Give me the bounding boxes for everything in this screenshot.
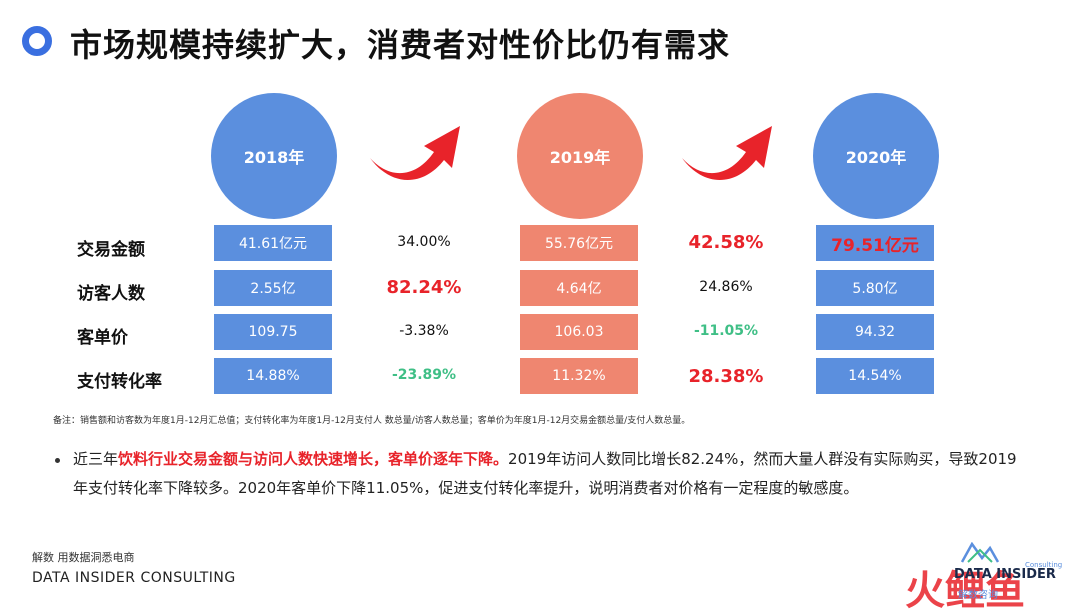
value-2020-conversion: 14.54% [816, 358, 934, 394]
growth-19-20-trade: 42.58% [688, 232, 764, 253]
row-label-visitors: 访客人数 [77, 284, 145, 304]
value-2018-trade: 41.61亿元 [214, 225, 332, 261]
summary-paragraph: 近三年饮料行业交易金额与访问人数快速增长，客单价逐年下降。2019年访问人数同比… [73, 445, 1023, 503]
logo-name: DATA INSIDER [954, 567, 1056, 582]
growth-18-19-visitors: 82.24% [386, 277, 462, 298]
value-2020-visitors: 5.80亿 [816, 270, 934, 306]
value-2018-visitors: 2.55亿 [214, 270, 332, 306]
page-title: 市场规模持续扩大，消费者对性价比仍有需求 [70, 26, 731, 64]
year-circle-2018: 2018年 [211, 93, 337, 219]
growth-18-19-conversion: -23.89% [391, 367, 457, 383]
summary-highlight: 饮料行业交易金额与访问人数快速增长，客单价逐年下降。 [118, 450, 509, 468]
growth-18-19-trade: 34.00% [397, 234, 451, 250]
growth-arrow-icon [682, 126, 772, 180]
growth-19-20-visitors: 24.86% [699, 279, 753, 295]
value-2020-trade: 79.51亿元 [816, 225, 934, 261]
footnote: 备注：销售额和访客数为年度1月-12月汇总值；支付转化率为年度1月-12月支付人… [53, 416, 691, 426]
summary-rest: 2019年访问人数同比增长82.24%，然而大量人群没有实际购买，导致2019年… [73, 450, 1017, 497]
year-circle-2020: 2020年 [813, 93, 939, 219]
summary-lead: 近三年 [73, 450, 119, 468]
value-2020-avg-order: 94.32 [816, 314, 934, 350]
value-2018-conversion: 14.88% [214, 358, 332, 394]
value-2019-trade: 55.76亿元 [520, 225, 638, 261]
growth-18-19-avg-order: -3.38% [399, 323, 449, 339]
logo-subtitle: Consulting [1025, 561, 1063, 569]
growth-19-20-avg-order: -11.05% [693, 323, 759, 339]
row-label-trade-amount: 交易金额 [77, 240, 145, 260]
logo-cn-name: 解数咨询 [958, 590, 998, 601]
growth-arrow-icon [370, 126, 460, 180]
growth-19-20-conversion: 28.38% [688, 366, 764, 387]
title-ring-icon [22, 26, 52, 56]
year-circle-2019: 2019年 [517, 93, 643, 219]
logo-mark-icon [960, 542, 1000, 563]
value-2019-avg-order: 106.03 [520, 314, 638, 350]
value-2019-visitors: 4.64亿 [520, 270, 638, 306]
bullet-icon [55, 458, 60, 463]
watermark: 火鲤鱼 [905, 568, 1025, 614]
footer-company: DATA INSIDER CONSULTING [32, 570, 236, 586]
row-label-conversion: 支付转化率 [77, 372, 162, 392]
value-2019-conversion: 11.32% [520, 358, 638, 394]
footer-slogan: 解数 用数据洞悉电商 [32, 551, 135, 564]
value-2018-avg-order: 109.75 [214, 314, 332, 350]
row-label-avg-order: 客单价 [77, 328, 128, 348]
